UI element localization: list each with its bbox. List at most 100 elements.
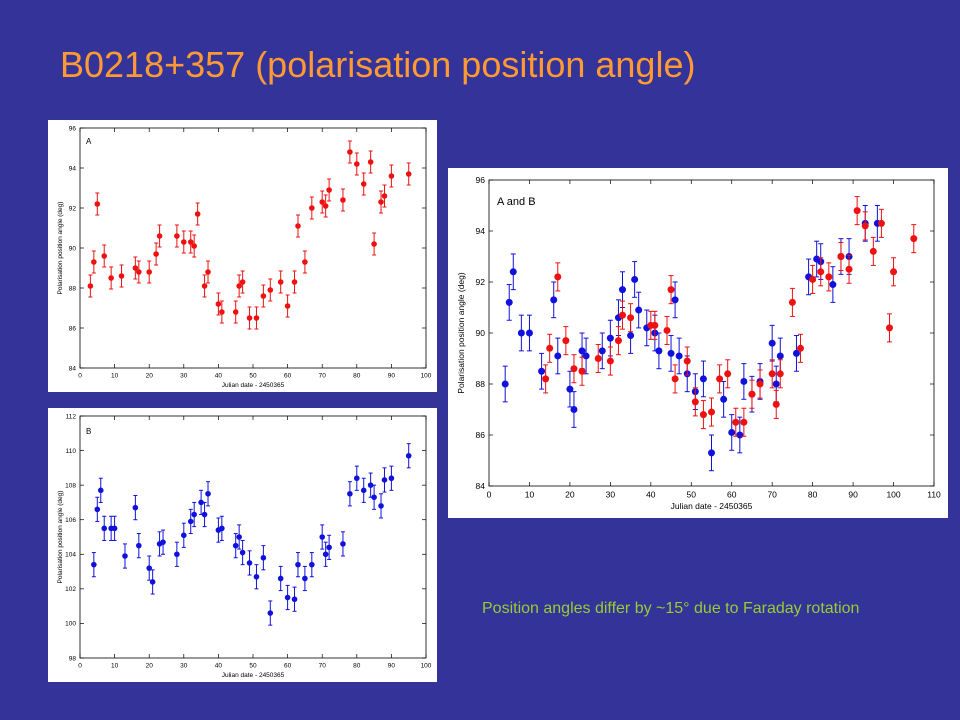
panel-label: A bbox=[86, 137, 92, 146]
data-point bbox=[582, 352, 590, 360]
data-point bbox=[340, 541, 346, 547]
data-point bbox=[253, 573, 260, 580]
data-point bbox=[232, 542, 239, 549]
data-point bbox=[619, 286, 626, 294]
data-point bbox=[631, 275, 639, 283]
data-point bbox=[554, 273, 562, 281]
chart-b-svg: 0 10 20 30 40 50 60 70 80 90 100 98 100 102 104 106 108 1… bbox=[57, 413, 432, 679]
x-tick-label: 40 bbox=[215, 663, 223, 670]
y-tick-label: 88 bbox=[69, 285, 77, 292]
y-tick-label: 104 bbox=[65, 552, 76, 559]
data-point bbox=[160, 539, 166, 545]
data-point bbox=[246, 315, 253, 321]
data-point bbox=[627, 314, 635, 322]
data-point bbox=[277, 279, 284, 285]
data-point bbox=[594, 355, 602, 362]
data-point bbox=[347, 149, 353, 155]
data-point bbox=[236, 534, 242, 540]
data-point bbox=[736, 431, 744, 439]
data-point bbox=[614, 337, 622, 345]
data-point bbox=[354, 475, 360, 482]
x-tick-label: 20 bbox=[565, 490, 575, 500]
data-point bbox=[371, 241, 377, 247]
x-tick-label: 30 bbox=[180, 373, 188, 380]
data-point bbox=[538, 367, 546, 375]
x-tick-label: 100 bbox=[421, 663, 432, 670]
x-axis-label: Julian date - 2450365 bbox=[222, 382, 285, 389]
data-point bbox=[817, 268, 825, 276]
data-point bbox=[146, 565, 152, 571]
data-point bbox=[566, 385, 574, 393]
data-point bbox=[853, 207, 861, 215]
data-point bbox=[215, 301, 222, 307]
data-point bbox=[319, 534, 326, 540]
data-point bbox=[562, 337, 570, 345]
data-point bbox=[606, 357, 614, 365]
data-point bbox=[578, 347, 586, 355]
x-tick-label: 70 bbox=[319, 373, 327, 380]
data-point bbox=[187, 518, 194, 525]
data-point bbox=[367, 159, 374, 165]
x-axis-label: Julian date - 2450365 bbox=[671, 501, 753, 511]
data-point bbox=[728, 428, 736, 436]
data-point bbox=[136, 542, 142, 549]
data-point bbox=[829, 281, 837, 289]
data-point bbox=[360, 181, 367, 187]
data-point bbox=[635, 306, 643, 314]
data-point bbox=[118, 273, 125, 279]
y-tick-label: 106 bbox=[65, 517, 76, 524]
chart-panel-combined: 0 10 20 30 40 50 60 70 80 90 100 110 84 86 88 90 92 94 96 J… bbox=[448, 168, 948, 518]
data-point bbox=[205, 269, 211, 275]
y-tick-label: 86 bbox=[69, 325, 77, 332]
data-point bbox=[886, 324, 893, 332]
data-point bbox=[97, 487, 104, 494]
data-point bbox=[101, 253, 108, 259]
data-point bbox=[740, 377, 748, 385]
x-tick-label: 70 bbox=[767, 490, 777, 500]
data-point bbox=[340, 197, 346, 203]
data-point bbox=[174, 233, 180, 239]
y-axis-label: Polarisation position angle (deg) bbox=[57, 491, 64, 584]
data-point bbox=[861, 222, 869, 230]
data-point bbox=[347, 490, 353, 497]
data-point bbox=[732, 418, 740, 426]
data-point bbox=[554, 352, 562, 360]
x-tick-label: 10 bbox=[111, 373, 119, 380]
data-point bbox=[756, 380, 764, 388]
y-tick-label: 90 bbox=[69, 245, 77, 252]
data-point bbox=[174, 551, 180, 558]
x-tick-label: 20 bbox=[146, 663, 154, 670]
data-point bbox=[153, 251, 159, 257]
x-tick-label: 90 bbox=[388, 373, 396, 380]
x-tick-label: 90 bbox=[388, 663, 396, 670]
data-point bbox=[108, 275, 114, 281]
data-point bbox=[724, 370, 732, 378]
data-point bbox=[319, 199, 326, 205]
data-point bbox=[101, 525, 108, 532]
data-point bbox=[136, 269, 142, 275]
x-tick-label: 10 bbox=[111, 663, 119, 670]
data-point bbox=[788, 298, 796, 306]
data-point bbox=[205, 490, 211, 497]
data-point bbox=[388, 173, 395, 179]
y-tick-label: 98 bbox=[69, 655, 77, 662]
data-point bbox=[667, 349, 675, 357]
data-point bbox=[405, 171, 412, 177]
data-point bbox=[837, 253, 845, 260]
x-tick-label: 100 bbox=[421, 373, 432, 380]
x-tick-label: 60 bbox=[284, 663, 292, 670]
data-point bbox=[291, 596, 298, 603]
x-tick-label: 80 bbox=[353, 373, 361, 380]
data-point bbox=[890, 268, 898, 276]
data-point bbox=[326, 187, 332, 193]
data-point bbox=[869, 247, 877, 255]
data-point bbox=[309, 205, 315, 211]
x-axis-label: Julian date - 2450365 bbox=[222, 672, 285, 679]
data-point bbox=[776, 352, 784, 360]
plot-frame bbox=[79, 415, 427, 659]
y-tick-label: 108 bbox=[65, 482, 76, 489]
x-tick-label: 70 bbox=[319, 663, 327, 670]
x-tick-label: 50 bbox=[249, 663, 257, 670]
data-point bbox=[322, 203, 329, 209]
data-point bbox=[354, 161, 360, 167]
